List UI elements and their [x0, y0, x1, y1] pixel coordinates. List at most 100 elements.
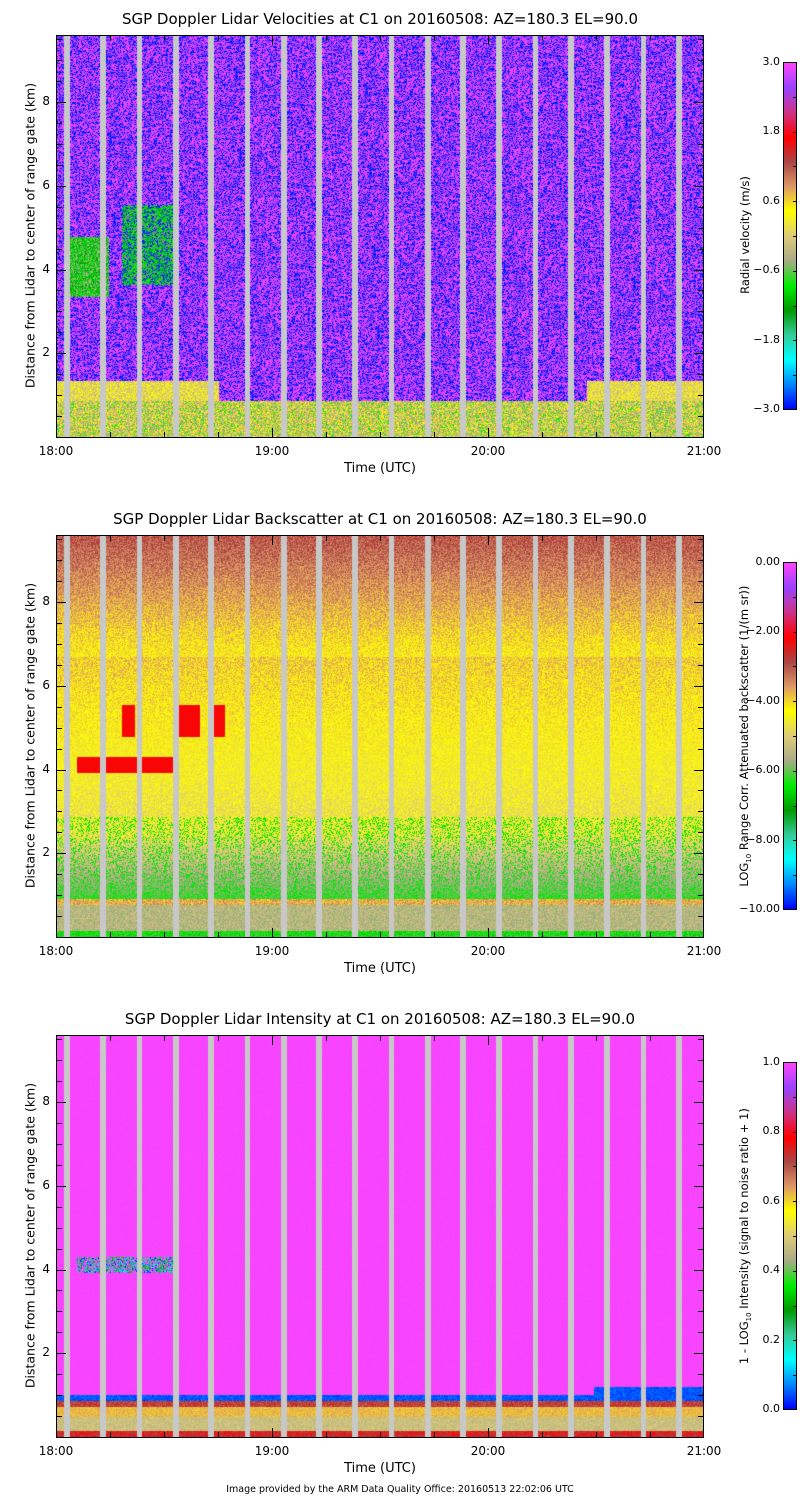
x-tick-mark: [650, 932, 651, 937]
x-tick-mark: [650, 1432, 651, 1437]
y-tick-mark: [698, 332, 703, 334]
colorbar-tick-label: −1.8: [753, 332, 780, 346]
y-tick-mark: [694, 102, 703, 103]
y-axis-label: Distance from Lidar to center of range g…: [22, 582, 38, 889]
x-tick-mark: [326, 1432, 327, 1437]
colorbar-tick-mark: [793, 1236, 797, 1237]
y-tick-mark: [57, 102, 66, 103]
heatmap-cells: [57, 36, 703, 437]
x-tick-mark: [218, 432, 219, 437]
x-tick-mark: [650, 432, 651, 437]
x-tick-mark: [596, 1432, 597, 1437]
y-tick-mark: [698, 227, 703, 229]
colorbar-tick-label: −2.00: [746, 624, 780, 638]
x-tick-mark: [110, 932, 111, 937]
colorbar-tick-mark: [793, 805, 797, 807]
x-tick-mark: [272, 928, 273, 937]
x-tick-mark: [542, 536, 543, 541]
heatmap-plot-area: [56, 1035, 704, 1438]
x-tick-mark: [272, 536, 273, 545]
y-tick-mark: [57, 248, 62, 250]
y-tick-mark: [57, 1248, 62, 1250]
y-tick-mark: [57, 1269, 66, 1271]
x-tick-mark: [164, 536, 165, 541]
y-tick-mark: [57, 1227, 62, 1229]
heatmap-plot-area: [56, 535, 704, 938]
y-tick-mark: [57, 685, 66, 687]
y-tick-mark: [698, 748, 703, 750]
x-tick-mark: [380, 1036, 381, 1041]
y-tick-mark: [57, 353, 66, 355]
y-tick-mark: [57, 602, 66, 603]
y-tick-mark: [57, 769, 66, 771]
x-tick-mark: [596, 536, 597, 541]
y-tick-mark: [698, 790, 703, 792]
x-tick-mark: [650, 1036, 651, 1041]
x-tick-mark: [326, 1036, 327, 1041]
chart-panel-1: SGP Doppler Lidar Velocities at C1 on 20…: [0, 0, 800, 500]
y-tick-mark: [698, 560, 703, 562]
x-tick-mark: [488, 428, 489, 437]
x-tick-mark: [164, 1432, 165, 1437]
colorbar-title-suffix: Intensity (signal to noise ratio + 1): [736, 1108, 751, 1313]
x-tick-mark: [218, 36, 219, 41]
x-tick-mark: [596, 932, 597, 937]
y-tick-mark: [57, 206, 62, 208]
x-tick-mark: [380, 432, 381, 437]
y-tick-label: 4: [42, 1261, 50, 1276]
y-tick-mark: [698, 1081, 703, 1083]
y-tick-mark: [698, 1290, 703, 1292]
y-tick-mark: [57, 1060, 62, 1062]
x-tick-mark: [272, 428, 273, 437]
colorbar-tick-mark: [793, 631, 797, 633]
x-tick-mark: [326, 36, 327, 41]
x-tick-mark: [596, 36, 597, 41]
y-tick-mark: [57, 1206, 62, 1208]
y-tick-mark: [57, 1395, 62, 1397]
y-tick-label: 8: [42, 594, 50, 608]
colorbar-tick-mark: [793, 236, 797, 237]
colorbar-tick-mark: [793, 1270, 797, 1272]
y-axis-label: Distance from Lidar to center of range g…: [22, 82, 38, 389]
y-tick-mark: [57, 832, 62, 834]
x-tick-mark: [542, 36, 543, 41]
x-tick-mark: [488, 1036, 489, 1045]
y-tick-label: 4: [42, 261, 50, 276]
y-tick-mark: [57, 1185, 66, 1187]
y-tick-mark: [698, 290, 703, 292]
y-tick-mark: [57, 143, 62, 145]
colorbar-tick-label: 1.8: [762, 124, 781, 138]
y-tick-mark: [698, 811, 703, 813]
x-tick-mark: [542, 432, 543, 437]
y-tick-mark: [698, 1227, 703, 1229]
y-tick-mark: [694, 602, 703, 603]
x-tick-mark: [650, 536, 651, 541]
colorbar-tick-mark: [793, 270, 797, 272]
y-tick-mark: [694, 185, 703, 187]
x-axis-label: Time (UTC): [344, 961, 416, 976]
colorbar-tick-label: −0.6: [753, 263, 780, 277]
x-tick-mark: [380, 36, 381, 41]
y-tick-mark: [698, 664, 703, 666]
y-tick-mark: [698, 1374, 703, 1376]
y-tick-mark: [698, 1206, 703, 1208]
colorbar-tick-mark: [793, 770, 797, 772]
colorbar-tick-label: 3.0: [762, 55, 781, 68]
y-tick-mark: [698, 206, 703, 208]
y-tick-mark: [694, 685, 703, 687]
y-tick-mark: [698, 1395, 703, 1397]
colorbar-tick-mark: [793, 375, 797, 377]
heatmap-plot-area: [56, 35, 704, 438]
x-tick-mark: [110, 1036, 111, 1041]
chart-title: SGP Doppler Lidar Velocities at C1 on 20…: [121, 10, 639, 28]
y-tick-mark: [57, 1102, 66, 1103]
colorbar-tick-label: 0.6: [762, 1193, 781, 1207]
y-tick-mark: [57, 311, 62, 313]
colorbar-title-subscript: 10: [745, 853, 754, 863]
y-tick-mark: [698, 1248, 703, 1250]
colorbar-tick-mark: [793, 666, 797, 668]
colorbar-tick-label: −8.00: [746, 832, 780, 846]
x-tick-mark: [434, 536, 435, 541]
y-tick-mark: [57, 122, 62, 124]
y-tick-mark: [698, 832, 703, 834]
